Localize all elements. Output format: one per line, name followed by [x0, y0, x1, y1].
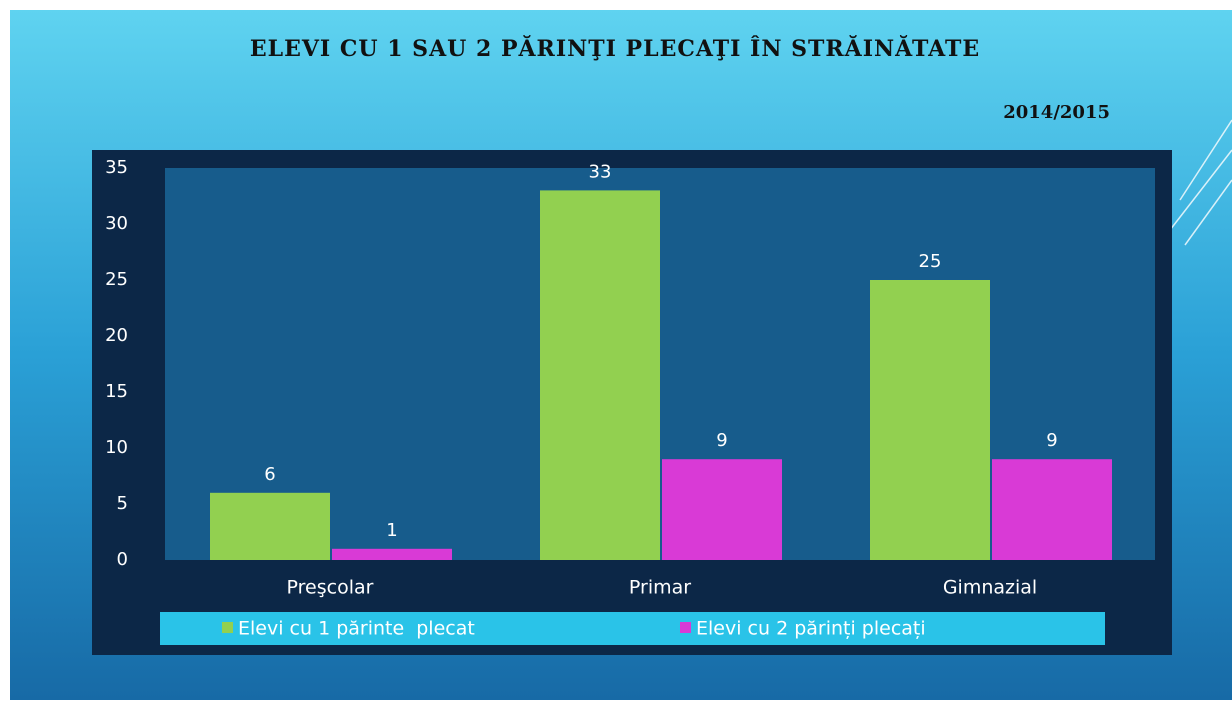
- bar: [332, 548, 452, 560]
- y-tick-label: 30: [105, 213, 128, 234]
- data-label: 9: [716, 430, 727, 451]
- x-tick-label: Preşcolar: [287, 577, 374, 599]
- data-label: 6: [264, 464, 275, 485]
- x-tick-label: Gimnazial: [943, 577, 1037, 599]
- legend-label: Elevi cu 2 părinți plecați: [696, 618, 926, 640]
- y-tick-label: 35: [105, 157, 128, 178]
- data-label: 33: [589, 161, 612, 182]
- chart-subtitle: 2014/2015: [1003, 102, 1110, 123]
- y-tick-label: 15: [105, 381, 128, 402]
- data-label: 25: [919, 251, 942, 272]
- bar: [210, 492, 330, 560]
- chart-title: ELEVI CU 1 SAU 2 PĂRINŢI PLECAŢI ÎN STRĂ…: [250, 35, 980, 62]
- y-tick-label: 5: [117, 493, 128, 514]
- legend-label: Elevi cu 1 părinte plecat: [238, 618, 475, 640]
- bar: [992, 459, 1112, 560]
- bar: [870, 280, 990, 560]
- y-tick-label: 10: [105, 437, 128, 458]
- legend-marker: [680, 622, 691, 633]
- data-label: 9: [1046, 430, 1057, 451]
- y-tick-label: 20: [105, 325, 128, 346]
- y-tick-label: 25: [105, 269, 128, 290]
- decoration: [1169, 119, 1232, 246]
- bar: [662, 459, 782, 560]
- legend-marker: [222, 622, 233, 633]
- legend-box: [160, 612, 1105, 645]
- y-tick-label: 0: [117, 549, 128, 570]
- data-label: 1: [386, 520, 397, 541]
- x-tick-label: Primar: [629, 577, 691, 599]
- bar: [540, 190, 660, 560]
